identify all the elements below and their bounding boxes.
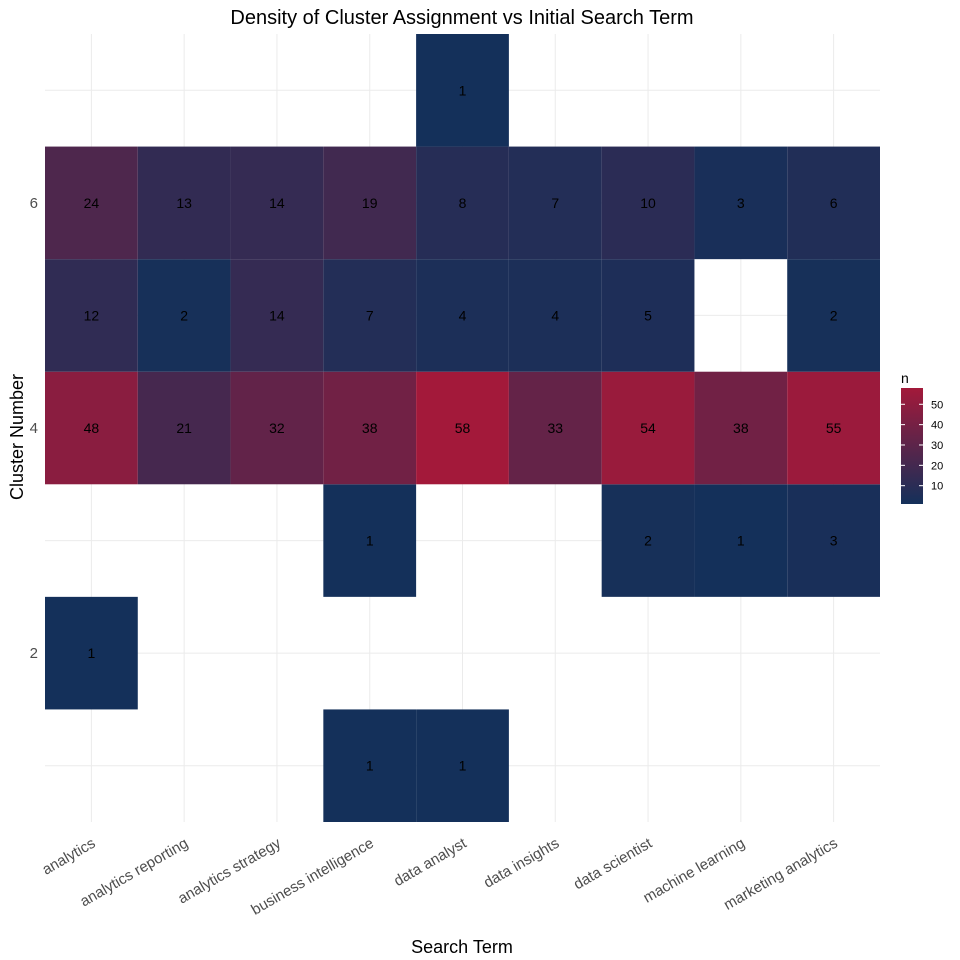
cell-value-label: 1 (459, 758, 467, 774)
cell-value-label: 12 (84, 307, 100, 323)
heatmap-cell (508, 371, 602, 485)
heatmap-cell (787, 484, 880, 597)
heatmap-cell (230, 259, 324, 372)
heatmap-cell (323, 484, 417, 597)
heatmap-cell (694, 484, 788, 597)
heatmap-cell (416, 146, 509, 260)
cell-value-label: 21 (176, 420, 192, 436)
legend-title: n (901, 370, 909, 386)
heatmap-cell (787, 371, 880, 485)
heatmap-cell (508, 146, 602, 260)
legend-tick-label: 50 (931, 399, 943, 411)
cell-value-label: 7 (366, 307, 374, 323)
legend-tick-label: 30 (931, 440, 943, 452)
cell-value-label: 3 (830, 533, 838, 549)
x-axis-title: Search Term (411, 937, 513, 957)
y-axis-title: Cluster Number (7, 374, 27, 500)
heatmap-cell (787, 146, 880, 260)
cell-value-label: 58 (455, 420, 471, 436)
heatmap-cell (323, 709, 417, 822)
heatmap-cell (508, 259, 602, 372)
cell-value-label: 33 (547, 420, 563, 436)
y-tick-label: 4 (30, 420, 38, 437)
cell-value-label: 3 (737, 195, 745, 211)
legend-tick-label: 20 (931, 460, 943, 472)
x-tick-label: data scientist (571, 834, 656, 893)
cell-value-label: 14 (269, 195, 285, 211)
legend: n 10 20 30 40 50 (901, 370, 943, 504)
cell-value-label: 4 (551, 307, 559, 323)
heatmap-cell (137, 259, 231, 372)
cell-value-label: 5 (644, 307, 652, 323)
heatmap-cell (787, 259, 880, 372)
cell-value-label: 38 (362, 420, 378, 436)
chart-title: Density of Cluster Assignment vs Initial… (230, 7, 693, 29)
y-tick-label: 6 (30, 195, 38, 212)
heatmap-cell (416, 259, 509, 372)
heatmap-cell (45, 596, 138, 710)
cell-value-label: 13 (176, 195, 192, 211)
heatmap-cell (601, 371, 695, 485)
legend-tick-label: 10 (931, 481, 943, 493)
cell-value-label: 4 (459, 307, 467, 323)
heatmap-cell (601, 484, 695, 597)
heatmap-cell (323, 371, 417, 485)
cell-value-label: 54 (640, 420, 656, 436)
heatmap-cell (601, 146, 695, 260)
cell-value-label: 2 (180, 307, 188, 323)
heatmap-cell (230, 371, 324, 485)
cell-value-label: 32 (269, 420, 285, 436)
cell-value-label: 48 (84, 420, 100, 436)
cell-value-label: 1 (87, 645, 95, 661)
x-tick-label: data insights (481, 835, 562, 892)
cell-value-label: 19 (362, 195, 378, 211)
legend-colorbar (901, 388, 923, 504)
cell-value-label: 2 (830, 307, 838, 323)
cell-value-label: 8 (459, 195, 467, 211)
heatmap-cell (137, 371, 231, 485)
cell-value-label: 6 (830, 195, 838, 211)
heatmap-cell (416, 709, 509, 822)
x-tick-label: data analyst (391, 834, 470, 890)
x-tick-label: analytics (39, 835, 98, 879)
heatmap-cell (694, 371, 788, 485)
heatmap-cell (416, 34, 509, 147)
heatmap-cell (45, 146, 138, 260)
cell-value-label: 2 (644, 533, 652, 549)
heatmap-cell (416, 371, 509, 485)
heatmap-cell (323, 146, 417, 260)
cell-value-label: 1 (459, 82, 467, 98)
heatmap-cell (45, 371, 138, 485)
cells (45, 34, 880, 822)
cell-value-label: 38 (733, 420, 749, 436)
legend-tick-label: 40 (931, 420, 943, 432)
cell-value-label: 14 (269, 307, 285, 323)
cell-value-label: 24 (84, 195, 100, 211)
heatmap-cell (323, 259, 417, 372)
heatmap-cell (45, 259, 138, 372)
cell-value-label: 1 (366, 533, 374, 549)
y-tick-label: 2 (30, 645, 38, 662)
cell-labels: 1481224212133214141138719158481334725451… (84, 82, 842, 773)
cell-value-label: 10 (640, 195, 656, 211)
cell-value-label: 1 (737, 533, 745, 549)
cell-value-label: 7 (551, 195, 559, 211)
cell-value-label: 1 (366, 758, 374, 774)
heatmap-cell (137, 146, 231, 260)
cell-value-label: 55 (826, 420, 842, 436)
heatmap-cell (694, 146, 788, 260)
heatmap-cell (230, 146, 324, 260)
heatmap-cell (601, 259, 695, 372)
